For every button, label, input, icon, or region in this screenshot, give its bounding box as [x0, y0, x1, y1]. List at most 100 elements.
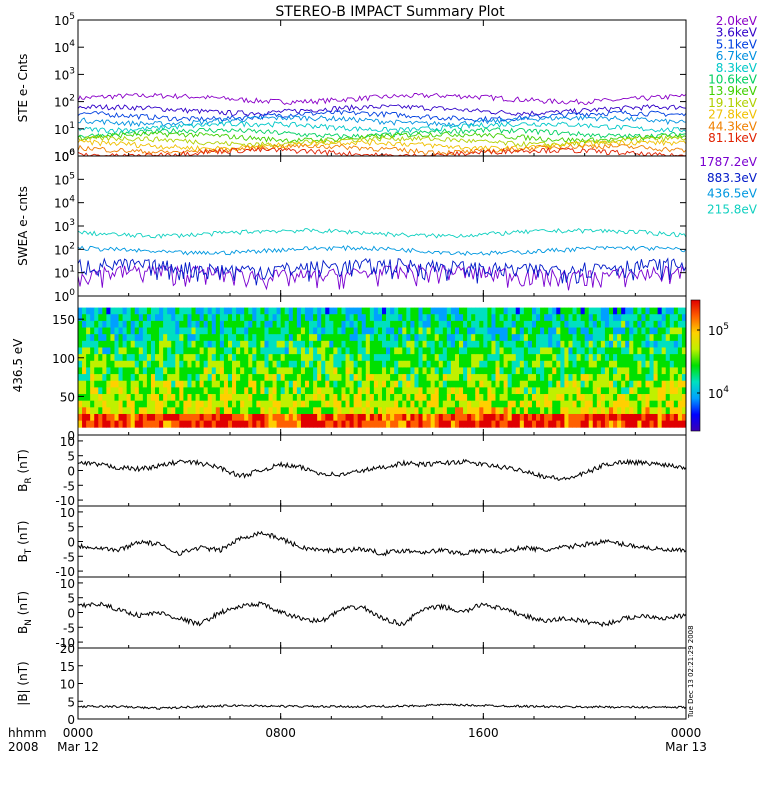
heatmap-cell: [568, 307, 573, 315]
heatmap-cell: [276, 387, 282, 395]
heatmap-cell: [527, 407, 533, 415]
heatmap-cell: [511, 387, 517, 395]
heatmap-cell: [114, 394, 119, 402]
heatmap-cell: [106, 314, 111, 322]
heatmap-cell: [418, 407, 423, 415]
heatmap-cell: [479, 334, 484, 342]
heatmap-cell: [102, 420, 107, 428]
heatmap-cell: [600, 374, 606, 382]
series-line-6.7keV: [78, 115, 687, 128]
heatmap-cell: [596, 387, 602, 395]
heatmap-cell: [450, 407, 456, 415]
heatmap-cell: [236, 400, 241, 408]
heatmap-cell: [511, 420, 517, 428]
heatmap-cell: [398, 320, 403, 328]
heatmap-cell: [617, 307, 622, 315]
heatmap-cell: [459, 334, 464, 342]
y-tick-label: -10: [55, 494, 75, 508]
heatmap-cell: [357, 374, 363, 382]
heatmap-cell: [349, 314, 355, 322]
heatmap-cell: [536, 334, 541, 342]
heatmap-cell: [373, 354, 379, 362]
heatmap-cell: [171, 307, 176, 315]
heatmap-cell: [414, 354, 419, 362]
heatmap-cell: [544, 400, 549, 408]
heatmap-cell: [479, 327, 484, 335]
y-tick-label: 101: [54, 265, 75, 281]
heatmap-cell: [284, 374, 290, 382]
heatmap-cell: [98, 374, 103, 382]
heatmap-cell: [325, 374, 330, 382]
heatmap-cell: [426, 360, 432, 368]
heatmap-cell: [240, 354, 245, 362]
heatmap-cell: [280, 367, 286, 375]
heatmap-cell: [345, 400, 350, 408]
heatmap-cell: [167, 307, 172, 315]
heatmap-cell: [159, 374, 164, 382]
heatmap-cell: [677, 334, 683, 342]
heatmap-cell: [187, 327, 192, 335]
heatmap-cell: [268, 413, 273, 422]
heatmap-cell: [82, 407, 87, 415]
heatmap-cell: [560, 334, 565, 342]
heatmap-cell: [625, 380, 630, 388]
heatmap-cell: [122, 407, 128, 415]
heatmap-cell: [122, 334, 128, 342]
heatmap-cell: [78, 347, 83, 355]
heatmap-cell: [369, 340, 375, 348]
heatmap-cell: [503, 320, 509, 328]
heatmap-cell: [665, 400, 671, 408]
heatmap-cell: [138, 394, 144, 402]
heatmap-cell: [426, 354, 432, 362]
heatmap-cell: [252, 420, 257, 428]
heatmap-cell: [349, 374, 355, 382]
heatmap-cell: [552, 407, 557, 415]
heatmap-cell: [300, 320, 306, 328]
heatmap-cell: [564, 374, 569, 382]
heatmap-cell: [369, 307, 375, 315]
heatmap-cell: [248, 400, 253, 408]
heatmap-cell: [446, 420, 452, 428]
heatmap-cell: [442, 334, 448, 342]
heatmap-cell: [333, 340, 338, 348]
heatmap-cell: [491, 360, 496, 368]
heatmap-cell: [183, 320, 188, 328]
heatmap-cell: [564, 360, 569, 368]
heatmap-cell: [82, 367, 87, 375]
heatmap-cell: [592, 307, 598, 315]
heatmap-cell: [256, 367, 261, 375]
heatmap-cell: [450, 347, 456, 355]
heatmap-cell: [544, 407, 549, 415]
heatmap-cell: [584, 387, 590, 395]
heatmap-cell: [402, 400, 407, 408]
heatmap-cell: [398, 400, 403, 408]
heatmap-cell: [106, 347, 111, 355]
y-tick-label: 10: [60, 678, 75, 692]
heatmap-cell: [487, 347, 492, 355]
heatmap-cell: [110, 380, 115, 388]
heatmap-cell: [572, 360, 577, 368]
heatmap-cell: [361, 394, 367, 402]
heatmap-cell: [519, 367, 525, 375]
heatmap-cell: [507, 347, 513, 355]
heatmap-cell: [248, 407, 253, 415]
heatmap-cell: [256, 327, 261, 335]
heatmap-cell: [673, 320, 679, 328]
heatmap-cell: [540, 347, 545, 355]
heatmap-cell: [227, 407, 233, 415]
heatmap-cell: [564, 334, 569, 342]
heatmap-cell: [617, 347, 622, 355]
heatmap-cell: [199, 340, 205, 348]
heatmap-cell: [126, 360, 132, 368]
heatmap-cell: [548, 407, 553, 415]
heatmap-cell: [203, 407, 209, 415]
heatmap-cell: [540, 380, 545, 388]
heatmap-cell: [454, 360, 460, 368]
heatmap-cell: [329, 380, 334, 388]
heatmap-cell: [288, 314, 294, 322]
heatmap-cell: [649, 420, 654, 428]
heatmap-cell: [191, 340, 196, 348]
heatmap-cell: [86, 387, 91, 395]
heatmap-cell: [641, 354, 646, 362]
heatmap-cell: [155, 340, 160, 348]
